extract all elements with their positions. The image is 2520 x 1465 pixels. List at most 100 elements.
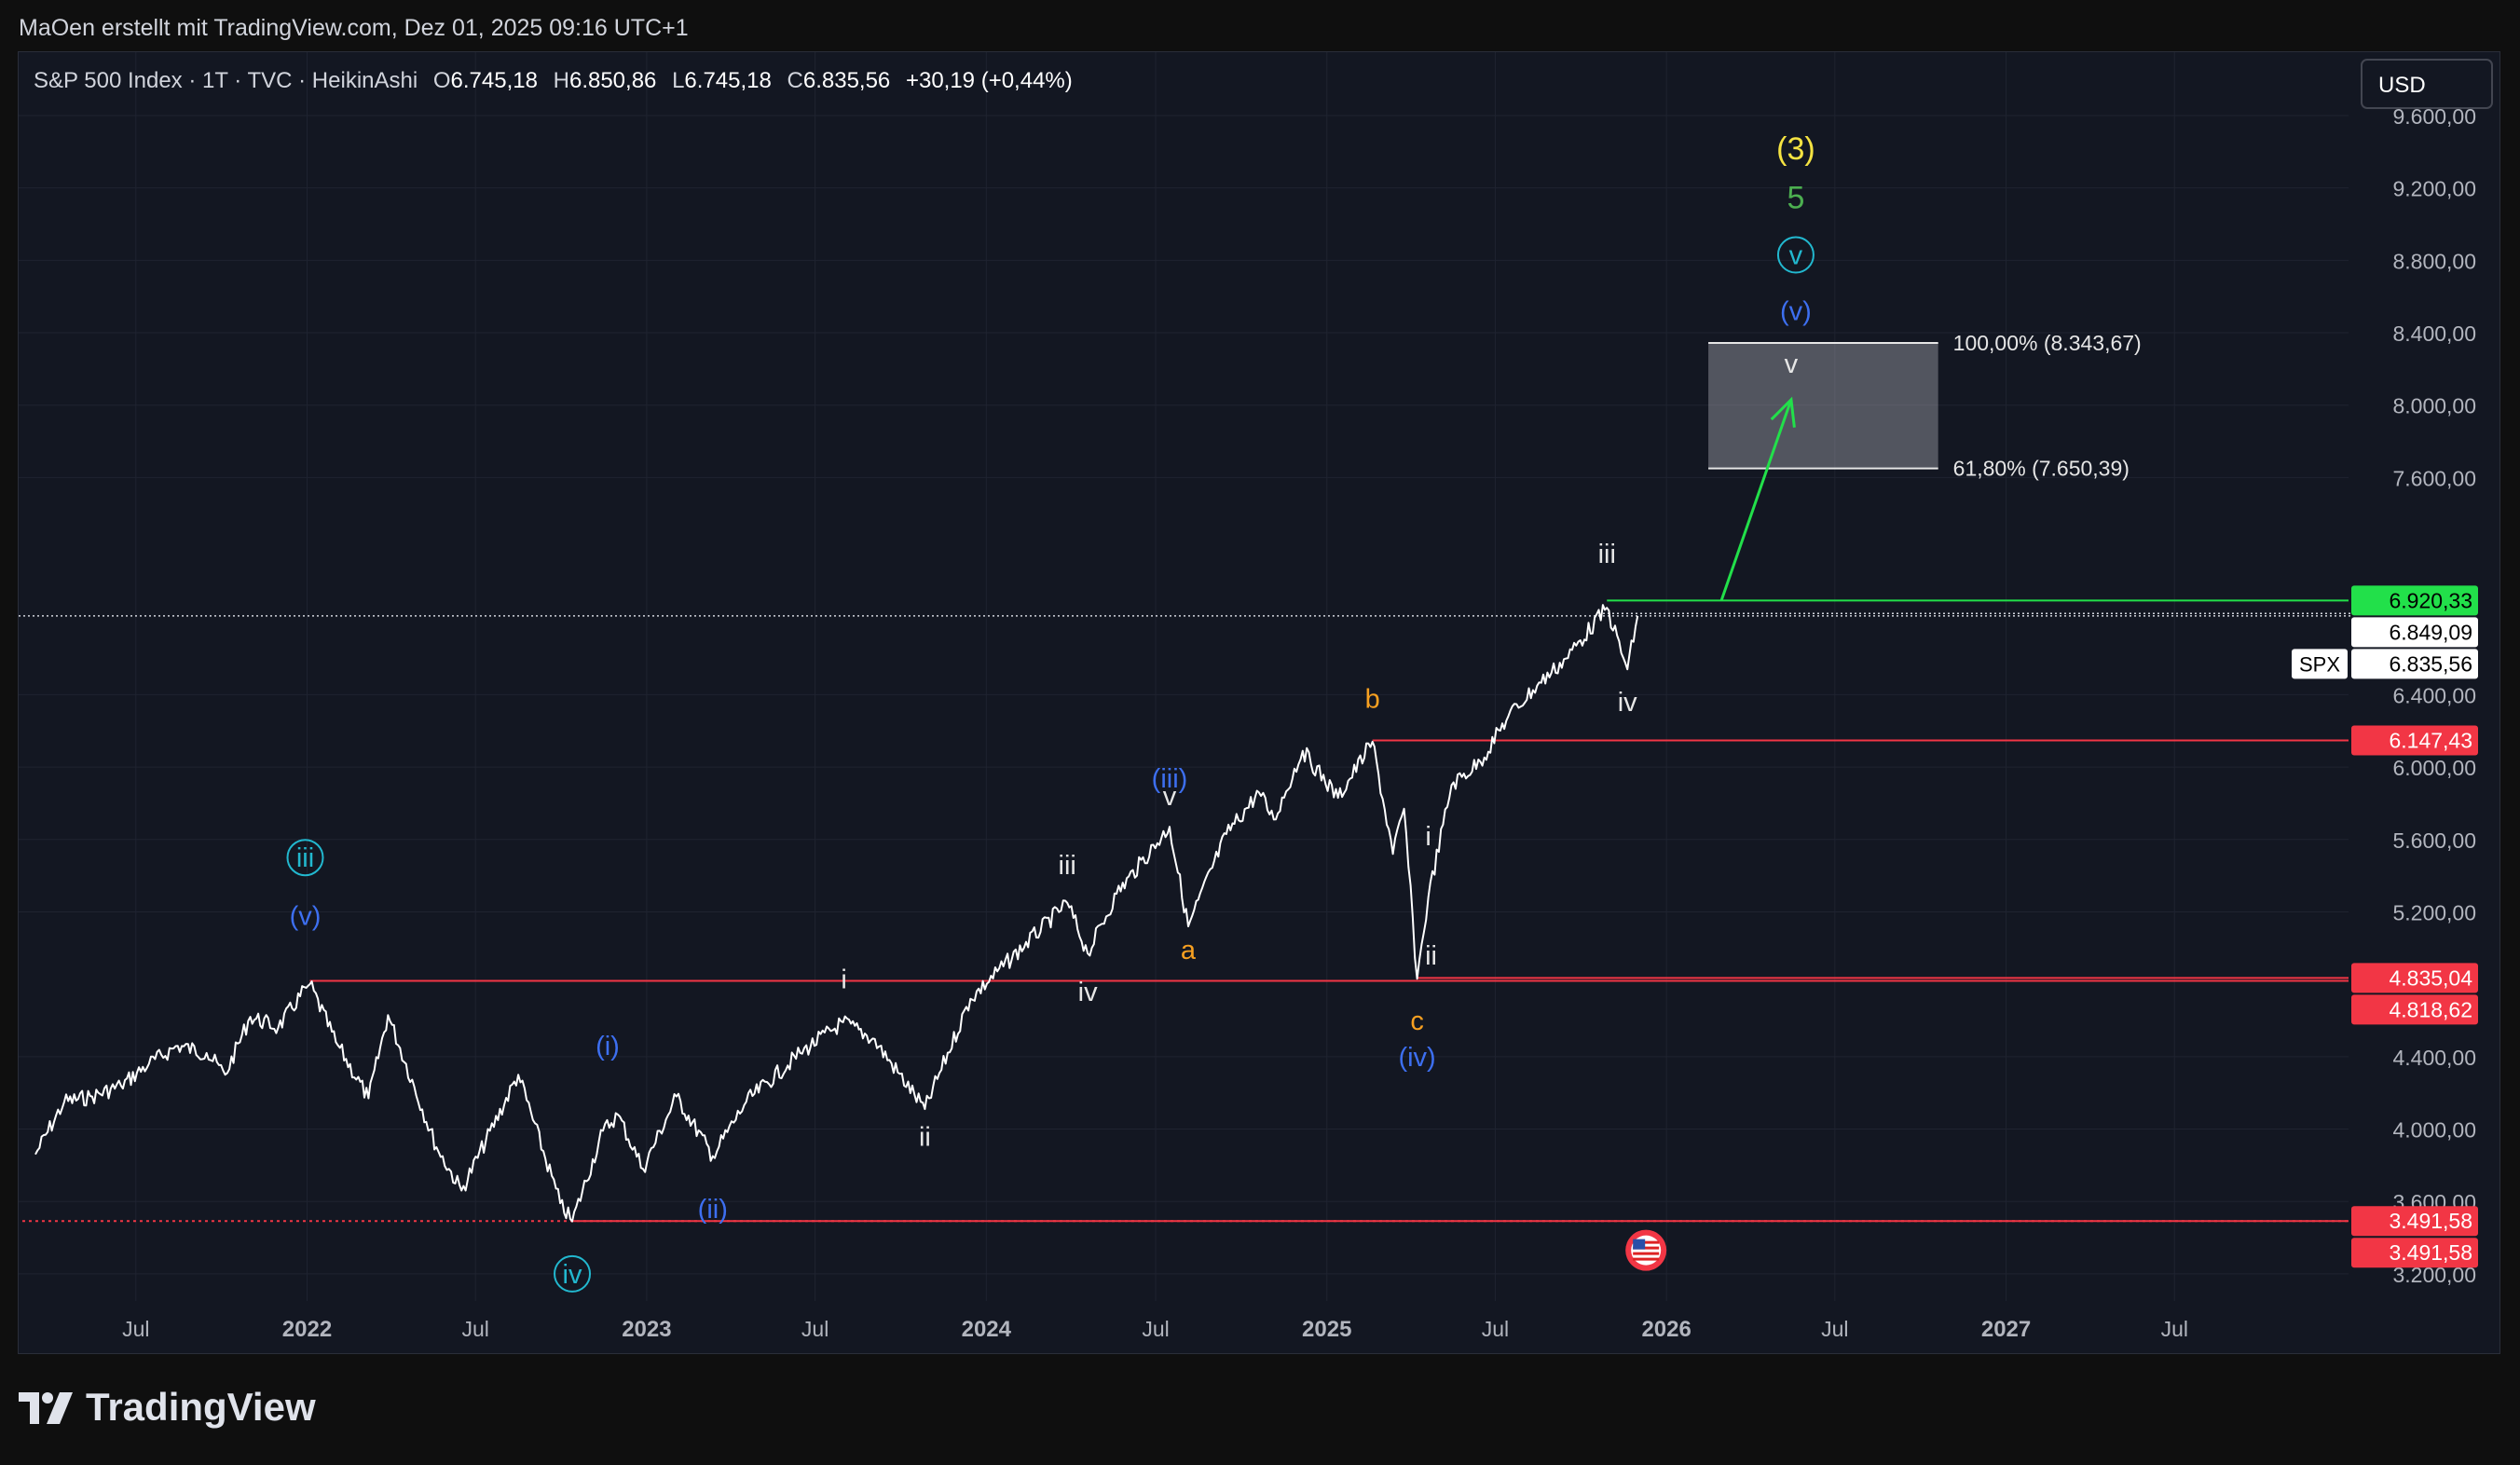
wave-label: ii [1425,941,1437,971]
wave-label: (v) [290,901,322,931]
chart-panel[interactable]: 100,00% (8.343,67) 61,80% (7.650,39) iii(… [18,51,2500,1354]
current-price-tag-bg [2351,649,2478,679]
x-tick-label: Jul [801,1317,829,1341]
wave-label: (ii) [698,1195,728,1225]
x-tick-label: 2024 [962,1317,1012,1342]
y-tick-label: 6.400,00 [2392,683,2476,707]
wave-label: iv [1078,978,1098,1007]
high-price-tag: 6.849,09 [2389,620,2472,644]
y-tick-label: 4.400,00 [2392,1046,2476,1070]
flag-stripe [1633,1257,1660,1261]
wave-label: 5 [1787,180,1804,215]
y-tick-label: 8.800,00 [2392,249,2476,273]
fib-bottom-label: 61,80% (7.650,39) [1953,457,2130,481]
x-tick-label: Jul [1821,1317,1848,1341]
tradingview-brand: TradingView [86,1385,316,1429]
wave-label: iii [1059,851,1076,881]
svg-text:S&P 500 Index · 1T · TVC · Hei: S&P 500 Index · 1T · TVC · HeikinAshi O6… [34,68,1073,93]
currency-button[interactable]: USD [2361,59,2493,109]
wave-label: i [1425,822,1431,852]
wave-label: b [1365,684,1380,714]
symbol-tag: SPX [2299,652,2340,676]
y-tick-label: 8.400,00 [2392,322,2476,346]
level-price-tag-bg [2351,994,2478,1025]
wave-label: v [1163,782,1177,812]
price-line [34,604,1639,1223]
legend-low-label: L [672,68,684,93]
fib-zone [1708,342,1938,469]
level-price-tag-bg [2351,585,2478,616]
price-series [34,604,1639,1223]
x-tick-label: 2025 [1302,1317,1351,1342]
price-chart[interactable]: 100,00% (8.343,67)61,80% (7.650,39) iii(… [19,52,2499,1353]
x-tick-label: 2027 [1981,1317,2031,1342]
x-tick-label: 2022 [282,1317,332,1342]
wave-label: (iv) [1398,1043,1435,1073]
level-price-tag: 6.920,33 [2389,588,2472,612]
us-flag-icon[interactable] [1625,1229,1667,1271]
level-price-tag: 3.491,58 [2389,1240,2472,1265]
flag-canton [1633,1239,1646,1250]
tradingview-logo[interactable]: TradingView [19,1385,316,1430]
x-tick-label: Jul [461,1317,488,1341]
y-tick-label: 4.000,00 [2392,1118,2476,1143]
wave-label: v [1789,241,1803,271]
wave-label: iii [1598,540,1616,569]
currency-button-frame[interactable] [2361,59,2493,109]
legend-open-label: O [433,68,451,93]
level-price-tag: 4.818,62 [2389,997,2472,1021]
wave-label-circle [1776,236,1815,274]
x-tick-label: Jul [2161,1317,2188,1341]
currency-button-label[interactable]: USD [2378,73,2426,98]
high-price-tag-bg [2351,617,2478,648]
legend-high-value: 6.850,86 [569,68,656,93]
legend-low-value: 6.745,18 [684,68,771,93]
x-tick-label: Jul [1142,1317,1169,1341]
wave-label: iii [296,843,314,873]
wave-label: (v) [1780,297,1812,327]
flag-stripe [1633,1252,1660,1255]
x-tick-label: Jul [122,1317,149,1341]
level-price-tag-bg [2351,963,2478,993]
wave-label-circle [554,1254,592,1293]
flag-stripe [1633,1240,1660,1244]
attribution-text: MaOen erstellt mit TradingView.com, Dez … [19,15,689,41]
wave-label: iv [1618,688,1637,718]
y-tick-label: 6.000,00 [2392,756,2476,780]
y-tick-label: 5.200,00 [2392,900,2476,924]
grid [19,52,2349,1301]
legend-open-value: 6.745,18 [451,68,538,93]
y-tick-label: 9.200,00 [2392,177,2476,201]
level-price-tag-bg [2351,725,2478,756]
wave-label-circle [286,839,324,877]
symbol-tag-bg [2292,649,2348,679]
projection-arrow [1719,399,1793,601]
wave-label: (i) [596,1032,620,1061]
wave-label: i [841,965,846,994]
level-price-tag-bg [2351,1238,2478,1268]
level-price-tag: 3.491,58 [2389,1209,2472,1233]
chart-background [19,52,2499,1353]
x-tick-label: 2026 [1641,1317,1691,1342]
level-price-tag: 4.835,04 [2389,965,2472,990]
axes: 3.200,003.600,004.000,004.400,005.200,00… [122,104,2478,1342]
projection-arrow-head [1770,396,1796,428]
wave-labels: iii(v)iv(i)(ii)iiiiiiiv(iii)vabc(iv)iiii… [286,131,1815,1293]
wave-label: (3) [1776,131,1815,167]
price-levels [19,599,2351,1223]
level-price-tag: 6.147,43 [2389,728,2472,752]
level-price-tag-bg [2351,1206,2478,1237]
wave-label: iv [563,1260,582,1290]
x-tick-label: Jul [1482,1317,1509,1341]
wave-label: c [1410,1006,1424,1036]
x-tick-label: 2023 [622,1317,671,1342]
y-tick-label: 5.600,00 [2392,828,2476,853]
y-tick-label: 8.000,00 [2392,394,2476,418]
legend-high-label: H [554,68,569,93]
fib-top-label: 100,00% (8.343,67) [1953,331,2142,355]
current-price-tag: 6.835,56 [2389,651,2472,676]
wave-label: (iii) [1152,764,1188,794]
wave-label: v [1785,349,1799,379]
tradingview-logo-icon [19,1392,73,1424]
flag-stripe [1633,1246,1660,1250]
